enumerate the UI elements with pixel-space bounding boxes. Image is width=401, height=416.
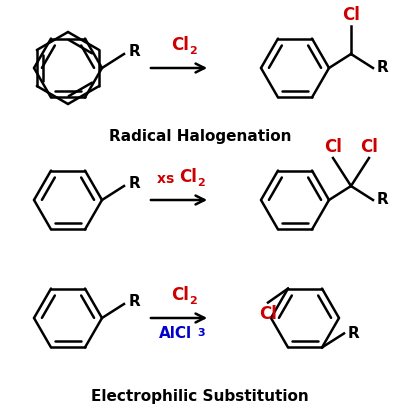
Text: Cl: Cl (179, 168, 197, 186)
Text: R: R (348, 326, 360, 341)
Text: R: R (129, 176, 141, 191)
Text: R: R (129, 295, 141, 310)
Text: Electrophilic Substitution: Electrophilic Substitution (91, 389, 309, 404)
Text: 2: 2 (189, 296, 197, 306)
Text: xs: xs (157, 172, 179, 186)
Text: R: R (377, 193, 389, 208)
Text: 2: 2 (189, 46, 197, 56)
Text: Cl: Cl (324, 138, 342, 156)
Text: Cl: Cl (360, 138, 378, 156)
Text: Radical Halogenation: Radical Halogenation (109, 129, 291, 144)
Text: Cl: Cl (171, 286, 189, 304)
Text: Cl: Cl (342, 6, 360, 24)
Text: AlCl: AlCl (159, 326, 192, 341)
Text: Cl: Cl (259, 305, 277, 322)
Text: 2: 2 (197, 178, 205, 188)
Text: 3: 3 (197, 328, 205, 338)
Text: Cl: Cl (171, 36, 189, 54)
Text: R: R (377, 60, 389, 75)
Text: R: R (129, 45, 141, 59)
